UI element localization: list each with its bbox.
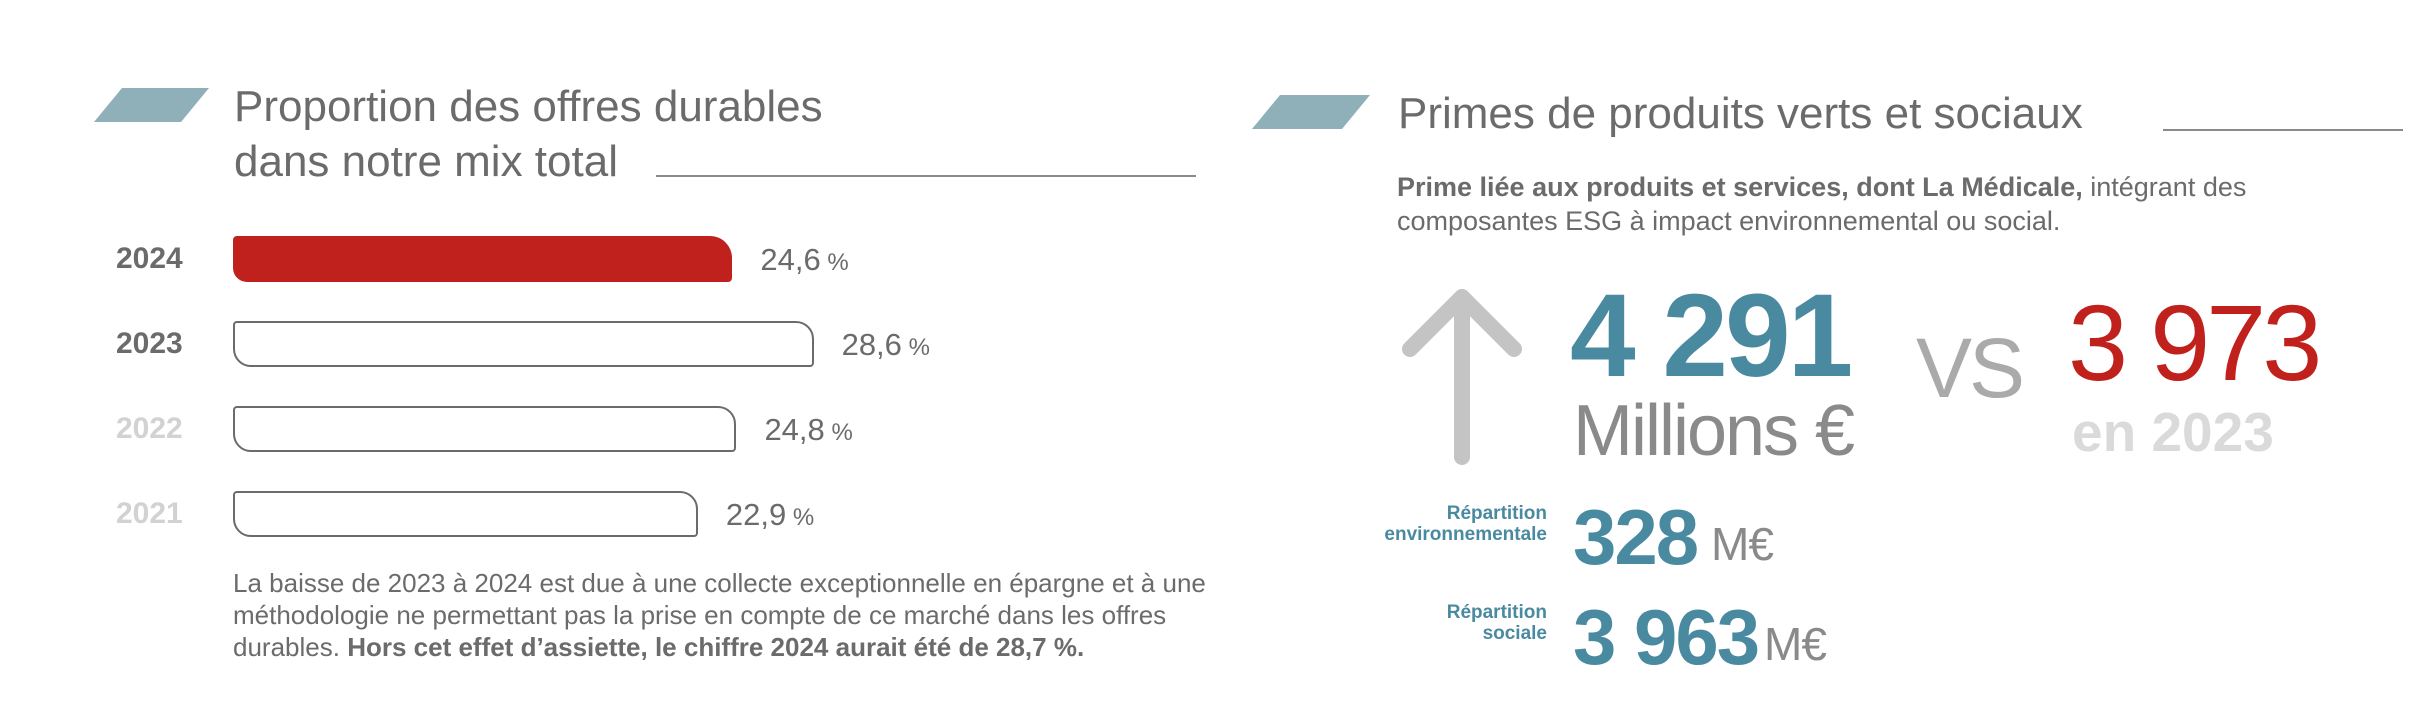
value-label-2024: 24,6 % [760, 242, 848, 278]
soc-unit: M€ [1764, 618, 1827, 670]
value-label-2022: 24,8 % [764, 412, 852, 448]
prev-year-value: 3 973 [2068, 282, 2322, 403]
bar-2021 [233, 491, 698, 537]
env-value: 328 [1573, 493, 1699, 581]
chart-footnote: La baisse de 2023 à 2024 est due à une c… [233, 567, 1233, 663]
primes-title: Primes de produits verts et sociaux [1398, 89, 2083, 138]
value-unit: % [824, 419, 853, 446]
intro-rest: intégrant des composantes ESG à impact e… [1397, 172, 2247, 236]
footnote-text: La baisse de 2023 à 2024 est due à une c… [233, 568, 1206, 662]
value-label-2023: 28,6 % [842, 327, 930, 363]
env-label-line2: environnementale [1384, 524, 1547, 545]
soc-value: 3 963 [1573, 593, 1760, 681]
title-marker-icon-right [1252, 95, 1370, 129]
bar-2023 [233, 321, 814, 367]
value-unit: % [901, 334, 930, 361]
env-label-line1: Répartition [1446, 503, 1547, 524]
title-underline [656, 175, 1196, 177]
soc-label: Répartition sociale [1287, 602, 1547, 644]
main-value: 4 291 [1570, 270, 1853, 402]
value-unit: % [786, 504, 815, 531]
chart-title-line2: dans notre mix total [234, 137, 618, 186]
title-marker-icon [94, 88, 209, 122]
primes-title-underline [2163, 129, 2403, 131]
soc-label-line2: sociale [1482, 623, 1547, 644]
value-label-2021: 22,9 % [726, 497, 814, 533]
value-number: 22,9 [725, 497, 787, 532]
bar-2022 [233, 406, 737, 452]
year-label-2023: 2023 [116, 327, 183, 360]
year-label-2022: 2022 [116, 412, 183, 445]
footnote-bold: Hors cet effet d’assiette, le chiffre 20… [347, 632, 1085, 662]
value-number: 28,6 [841, 327, 902, 362]
chart-title-line1: Proportion des offres durables [234, 82, 823, 131]
arrow-up-icon [1402, 289, 1522, 465]
soc-label-line1: Répartition [1446, 602, 1547, 623]
bar-2024 [233, 236, 733, 282]
prev-year-label: en 2023 [2072, 401, 2274, 463]
year-label-2024: 2024 [116, 242, 183, 275]
env-unit: M€ [1711, 518, 1774, 570]
vs-label: VS [1916, 321, 2025, 415]
year-label-2021: 2021 [116, 497, 183, 530]
intro-bold: Prime liée aux produits et services, don… [1397, 172, 2083, 202]
value-number: 24,6 [760, 242, 821, 277]
value-number: 24,8 [764, 412, 825, 447]
main-unit: Millions € [1573, 391, 1855, 471]
env-label: Répartition environnementale [1287, 503, 1547, 545]
value-unit: % [820, 249, 849, 276]
primes-intro: Prime liée aux produits et services, don… [1397, 170, 2317, 238]
